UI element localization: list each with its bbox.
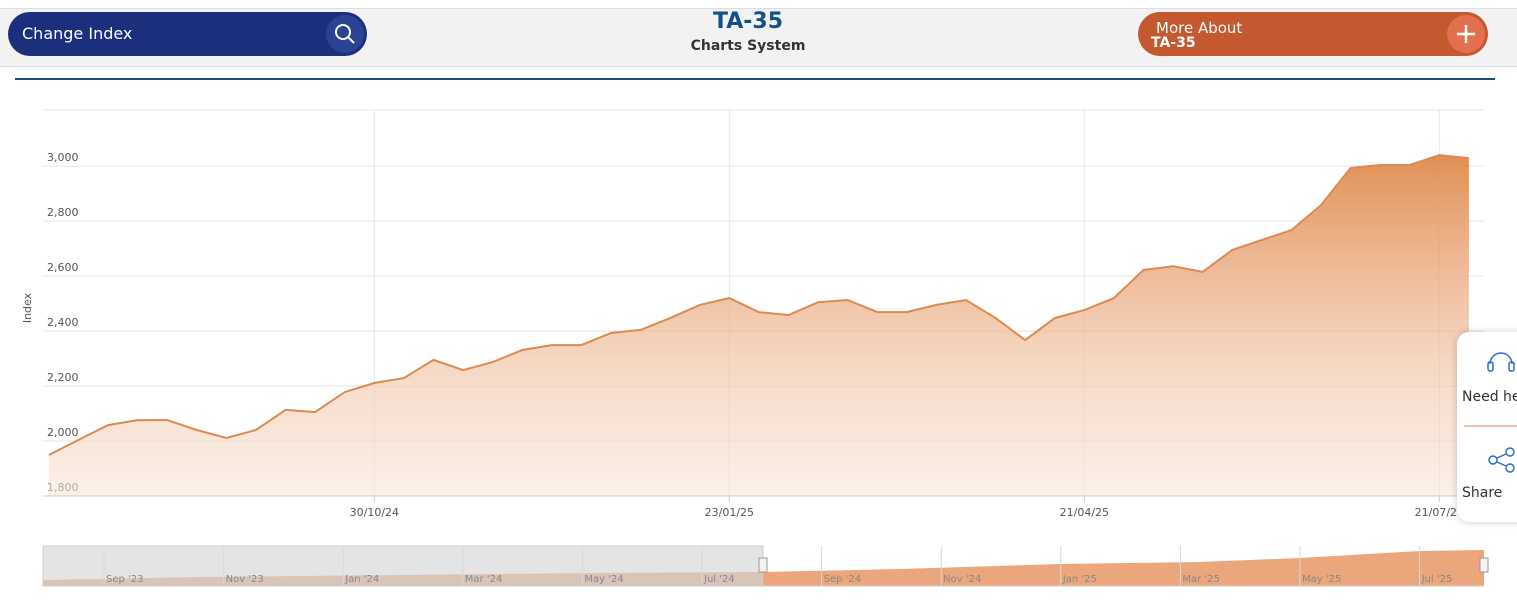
y-tick-label: 2,200 [47,371,79,384]
side-widget: Need help? Share [1457,332,1517,522]
button-label: More About [1156,19,1243,37]
plus-glyph [1457,25,1475,43]
navigator-handle[interactable] [1479,557,1489,573]
navigator-label: Sep '23 [106,574,144,585]
search-glyph [335,24,355,44]
button-index: TA-35 [1151,35,1196,51]
change-index-button[interactable]: Change Index [8,12,367,56]
navigator-area [43,572,763,586]
navigator-label: Mar '25 [1182,574,1220,585]
y-tick-label: 3,000 [47,151,79,164]
share-label[interactable]: Share [1462,485,1503,501]
x-tick-label: 21/07/25 [1415,506,1464,519]
navigator-label: Sep '24 [824,574,862,585]
plus-icon[interactable] [1447,15,1485,53]
help-label[interactable]: Need help? [1462,389,1517,405]
y-tick-label: 2,000 [47,426,79,439]
navigator-handle[interactable] [758,557,768,573]
navigator-label: Jul '25 [1421,574,1453,585]
header: Change Index TA-35 Charts System More Ab… [0,8,1517,67]
navigator-label: Jan '24 [344,574,379,585]
navigator-label: Jul '24 [703,574,735,585]
navigator-label: Nov '24 [943,574,981,585]
title: TA-35 [712,9,784,34]
button-label: Change Index [22,24,133,43]
area-fill [48,155,1469,496]
subtitle: Charts System [690,38,806,54]
navigator-label: May '25 [1302,574,1341,585]
navigator: Sep '23 Nov '23 Jan '24 Mar '24 May '24 Jul '… [42,545,1489,587]
more-about-button[interactable]: More About TA-35 [1138,12,1488,56]
search-icon[interactable] [326,15,364,53]
navigator-area [763,550,1484,586]
y-tick-label: 2,600 [47,261,79,274]
y-tick-label: 2,400 [47,316,79,329]
navigator-label: Mar '24 [465,574,503,585]
navigator-label: May '24 [584,574,623,585]
x-tick-label: 23/01/25 [705,506,754,519]
price-line [48,154,1470,456]
x-tick-label: 21/04/25 [1060,506,1109,519]
navigator-label: Jan '25 [1062,574,1097,585]
side-icons [1464,352,1517,473]
y-tick-label: 2,800 [47,206,79,219]
navigator-label: Nov '23 [226,574,264,585]
y-axis-label: Index [21,292,34,323]
x-tick-label: 30/10/24 [350,506,399,519]
